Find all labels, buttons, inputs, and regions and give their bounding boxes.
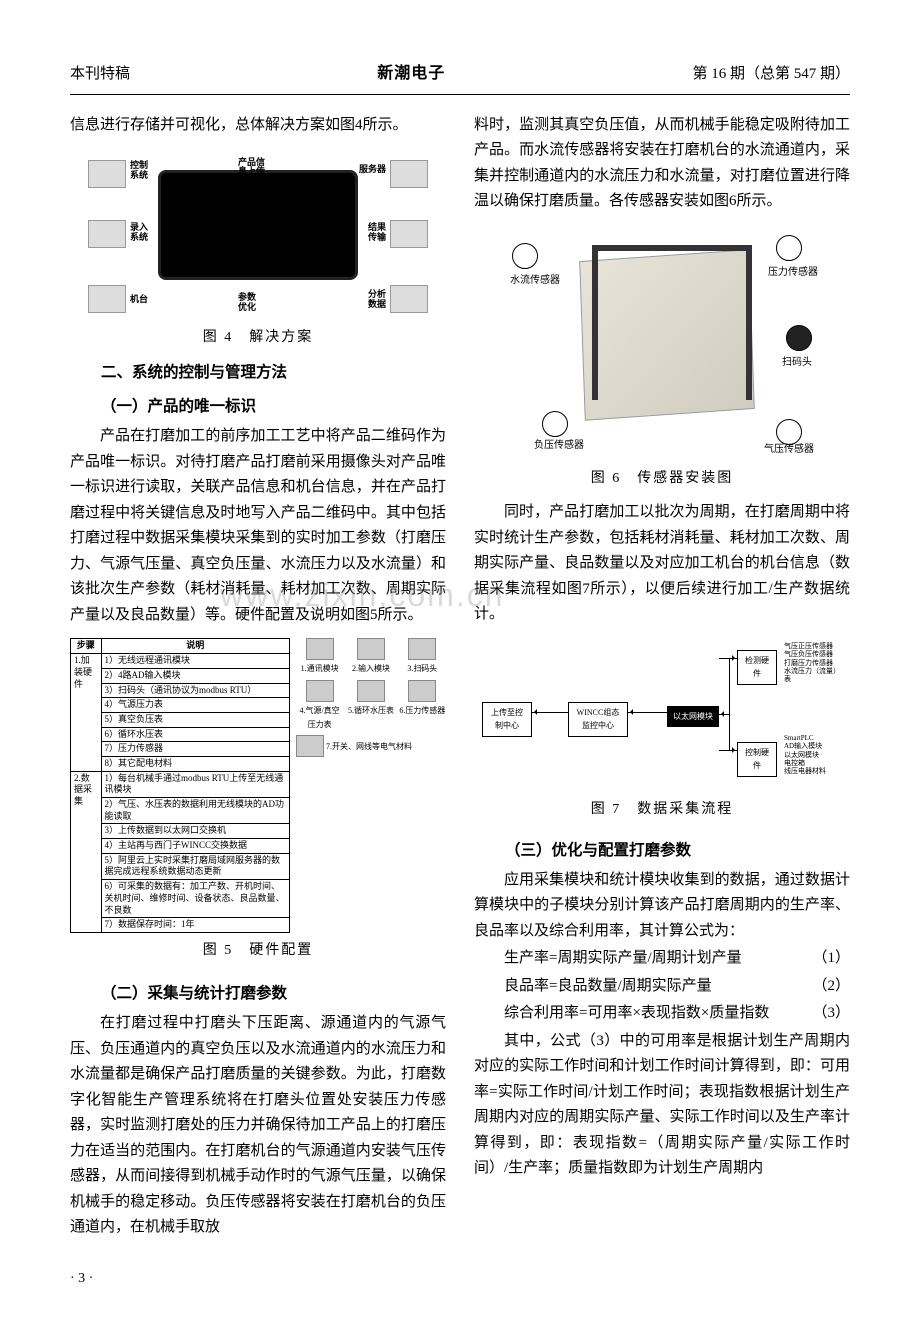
fig4-node-result (390, 220, 428, 248)
figure-7-caption: 图 7 数据采集流程 (474, 798, 850, 822)
fig5-table: 步骤 说明 1.加装硬件 1）无线远程通讯模块 2）4路AD输入模块 3）扫码头… (70, 638, 290, 932)
header-left: 本刊特稿 (70, 62, 130, 88)
two-column-layout: 信息进行存储并可视化，总体解决方案如图4所示。 产品信 息上传 控制 系统 服务… (70, 113, 850, 1243)
page-number: · 3 · (70, 1271, 93, 1286)
left-column: 信息进行存储并可视化，总体解决方案如图4所示。 产品信 息上传 控制 系统 服务… (70, 113, 446, 1243)
para-2-3b: 其中，公式（3）中的可用率是根据计划生产周期内对应的实际工作时间和计划工作时间计… (474, 1029, 850, 1182)
fig5-icons: 1.通讯模块 2.输入模块 3.扫码头 4.气源/真空压力表 5.循环水压表 6… (296, 638, 446, 932)
fig4-node-input (88, 220, 126, 248)
para-2-2: 在打磨过程中打磨头下压距离、源通道内的气源气压、负压通道内的真空负压以及水流通道… (70, 1011, 446, 1241)
fig4-node-analyze (390, 285, 428, 313)
para-after-fig6: 同时，产品打磨加工以批次为周期，在打磨周期中将实时统计生产参数，包括耗材消耗量、… (474, 500, 850, 628)
formula-2: 良品率=良品数量/周期实际产量 （2） (474, 974, 850, 1000)
para-2-1: 产品在打磨加工的前序加工工艺中将产品二维码作为产品唯一标识。对待打磨产品打磨前采… (70, 424, 446, 628)
figure-7: 上传至控制中心 WINCC组态监控中心 以太网模块 检测硬件 控制硬件 气压正压… (482, 642, 842, 792)
figure-6-caption: 图 6 传感器安装图 (474, 467, 850, 491)
fig4-node-ctrl (88, 160, 126, 188)
figure-6: 水流传感器 压力传感器 扫码头 负压传感器 气压传感器 (502, 235, 822, 445)
figure-4-caption: 图 4 解决方案 (70, 326, 446, 350)
figure-5: 步骤 说明 1.加装硬件 1）无线远程通讯模块 2）4路AD输入模块 3）扫码头… (70, 638, 446, 932)
para-2-3a: 应用采集模块和统计模块收集到的数据，通过数据计算模块中的子模块分别计算该产品打磨… (474, 868, 850, 945)
header-right: 第 16 期（总第 547 期） (692, 62, 850, 88)
right-top-para: 料时，监测其真空负压值，从而机械手能稳定吸附待加工产品。而水流传感器将安装在打磨… (474, 113, 850, 215)
subsection-2-3-title: （三）优化与配置打磨参数 (474, 838, 850, 864)
page-footer: · 3 · (70, 1267, 850, 1291)
formula-3: 综合利用率=可用率×表现指数×质量指数 （3） (474, 1001, 850, 1027)
left-top-line: 信息进行存储并可视化，总体解决方案如图4所示。 (70, 113, 446, 139)
figure-5-caption: 图 5 硬件配置 (70, 939, 446, 963)
formula-1: 生产率=周期实际产量/周期计划产量 （1） (474, 946, 850, 972)
subsection-2-2-title: （二）采集与统计打磨参数 (70, 981, 446, 1007)
figure-4: 产品信 息上传 控制 系统 服务器 录入 系统 结果 传输 机台 分析 数据 参… (88, 150, 428, 320)
section-2-title: 二、系统的控制与管理方法 (70, 360, 446, 386)
fig4-node-server (390, 160, 428, 188)
right-column: 料时，监测其真空负压值，从而机械手能稳定吸附待加工产品。而水流传感器将安装在打磨… (474, 113, 850, 1243)
subsection-2-1-title: （一）产品的唯一标识 (70, 394, 446, 420)
fig4-node-machine (88, 285, 126, 313)
page-header: 本刊特稿 新潮电子 第 16 期（总第 547 期） (70, 60, 850, 95)
header-center: 新潮电子 (377, 60, 445, 87)
